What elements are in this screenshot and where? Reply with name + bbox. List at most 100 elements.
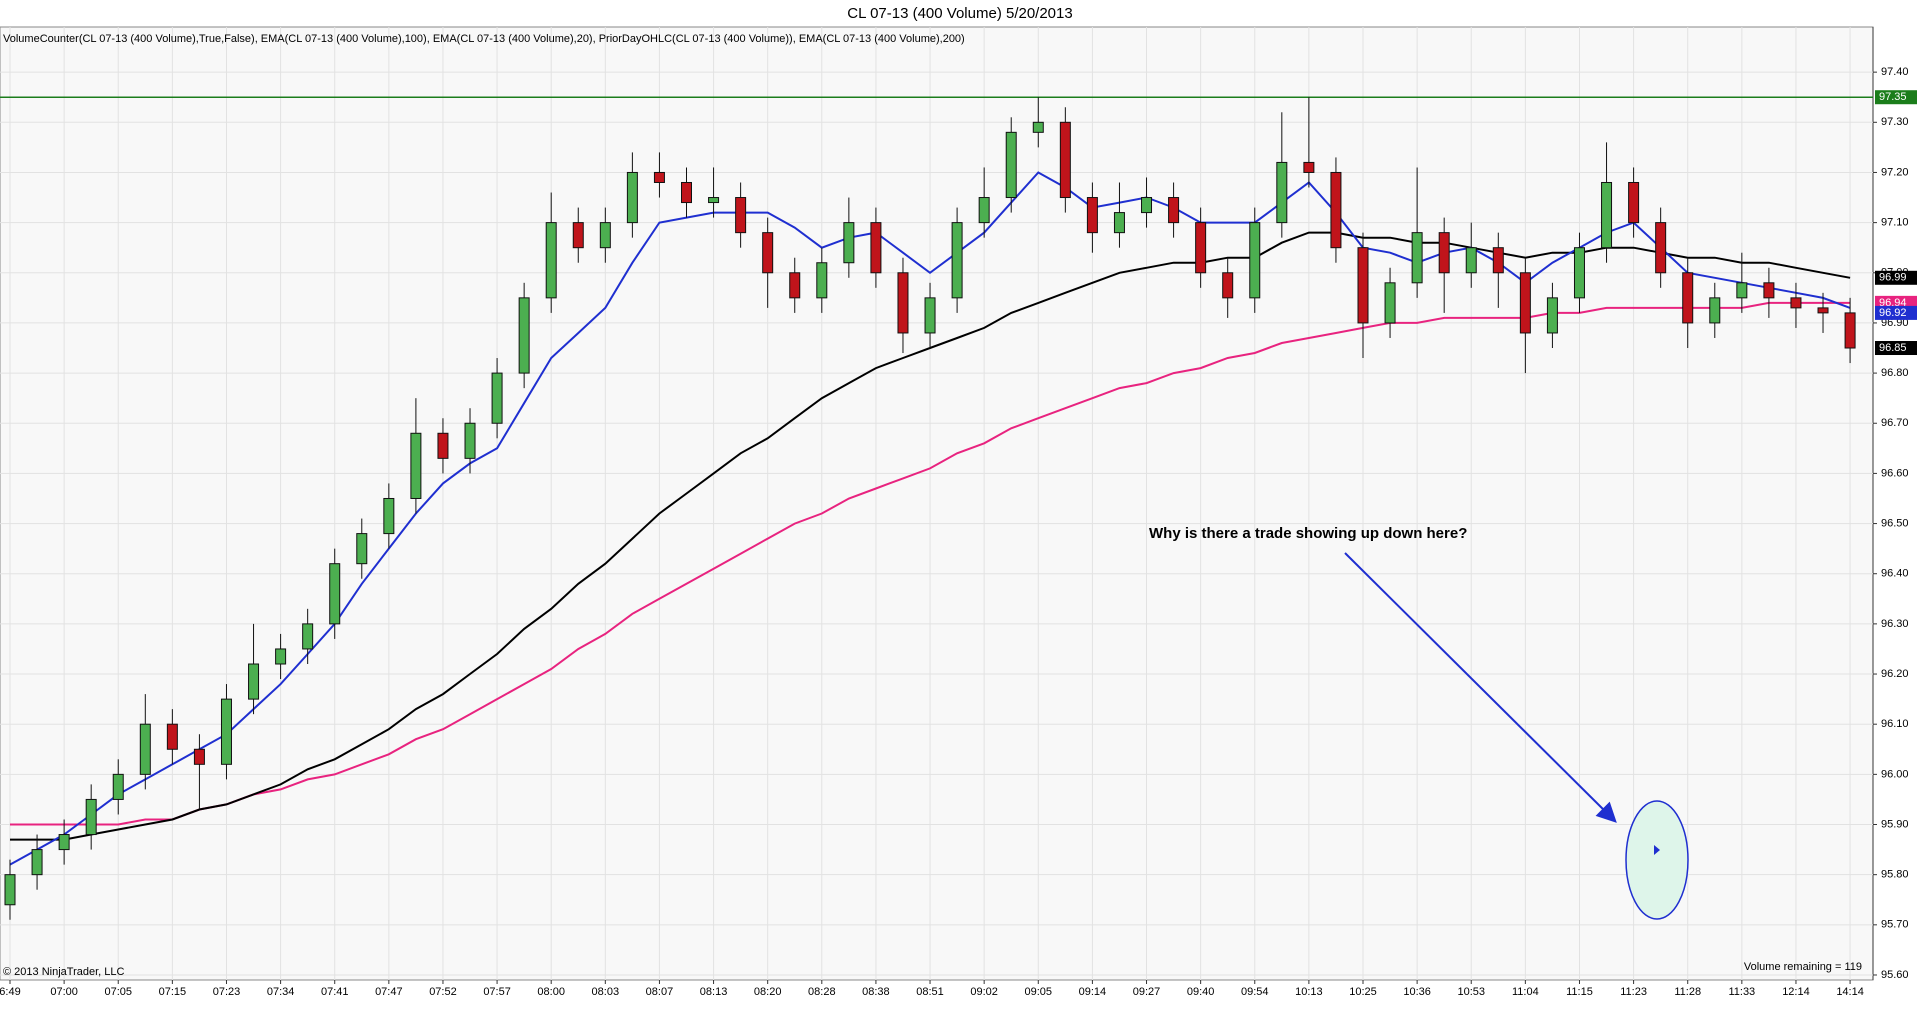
candle-body [1655,222,1667,274]
candle-body [1059,121,1071,199]
candle-body [383,497,395,535]
candle-body [816,262,828,299]
candle-body [1411,232,1423,284]
candle-body [1113,212,1125,234]
price-marker [1875,90,1917,105]
y-tick-label: 95.80 [1881,869,1909,881]
ema-line [9,171,1851,866]
candle-body [85,798,97,836]
x-tick-label: 07:23 [213,986,241,998]
price-marker [1875,341,1917,356]
price-marker [1875,305,1917,320]
x-tick-label: 07:41 [321,986,349,998]
candle-body [302,623,314,650]
price-marker-label: 96.99 [1879,272,1907,284]
y-tick-label: 95.70 [1881,919,1909,931]
candle-body [356,533,368,565]
y-tick-label: 96.40 [1881,568,1909,580]
price-marker [1875,270,1917,285]
grid [0,27,1873,980]
candle-body [1005,131,1017,199]
annotation: Why is there a trade showing up down her… [1149,525,1467,542]
x-tick-label: 11:33 [1728,986,1755,998]
candle-body [1357,247,1369,324]
candle-body [329,563,341,625]
candle-body [518,297,530,374]
candle-body [1628,181,1640,224]
candle-body [1601,181,1613,249]
x-tick-label: 09:40 [1187,986,1215,998]
candle-body [1330,171,1342,249]
x-tick-label: 09:14 [1079,986,1107,998]
y-tick-label: 97.30 [1881,116,1909,128]
candle-body [626,171,638,224]
x-tick-label: 10:25 [1349,986,1377,998]
candle-body [1384,282,1396,324]
y-tick-label: 96.80 [1881,367,1909,379]
candle-body [1844,312,1856,349]
x-tick-label: 07:52 [429,986,457,998]
x-tick-label: 09:02 [970,986,998,998]
candle-body [248,663,260,700]
ema-line [10,301,1851,826]
candle-body [1573,247,1585,299]
x-tick-label: 09:05 [1025,986,1053,998]
x-tick-label: 08:20 [754,986,782,998]
chart-title: CL 07-13 (400 Volume) 5/20/2013 [847,5,1072,22]
x-tick-label: 11:04 [1512,986,1539,998]
price-marker-label: 96.94 [1879,297,1907,309]
candle-body [139,723,151,775]
candle-body [897,272,909,334]
candle-body [735,197,747,234]
indicator-label: VolumeCounter(CL 07-13 (400 Volume),True… [3,33,965,45]
candle-body [1790,297,1802,309]
candle-body [762,232,774,274]
y-tick-label: 96.70 [1881,417,1909,429]
candle-body [4,874,16,906]
trade-marker [1654,845,1660,855]
price-marker-label: 97.35 [1879,91,1907,103]
candle-body [1492,247,1504,274]
y-tick-label: 96.60 [1881,467,1909,479]
x-tick-label: 07:34 [267,986,295,998]
y-tick-label: 96.20 [1881,668,1909,680]
candle-body [789,272,801,299]
y-tick-label: 96.50 [1881,517,1909,529]
candle-body [220,698,232,765]
x-tick-label: 10:36 [1403,986,1431,998]
candle-body [978,197,990,224]
x-tick-label: 6:49 [0,986,21,998]
candle-body [1032,121,1044,133]
x-tick-label: 12:14 [1782,986,1810,998]
candle-body [653,171,665,183]
candle-body [1168,197,1180,224]
candle-body [464,422,476,459]
candle-body [1141,197,1153,214]
x-tick-label: 10:53 [1457,986,1485,998]
y-tick-label: 96.00 [1881,768,1909,780]
candle-body [1682,272,1694,324]
candle-body [1519,272,1531,334]
candle-body [1546,297,1558,334]
y-tick-label: 96.30 [1881,618,1909,630]
price-marker-label: 96.85 [1879,342,1907,354]
candle-body [951,222,963,299]
x-tick-label: 14:14 [1836,986,1864,998]
x-tick-label: 10:13 [1295,986,1323,998]
candle-body [437,432,449,459]
x-tick-label: 09:54 [1241,986,1269,998]
candle-body [599,222,611,249]
candle-body [410,432,422,499]
y-tick-label: 97.10 [1881,217,1909,229]
candle-body [1303,161,1315,173]
candle-body [193,748,205,765]
x-tick-label: 08:38 [862,986,890,998]
x-tick-label: 08:07 [646,986,674,998]
status-text: Volume remaining = 119 [1744,961,1862,973]
x-tick-label: 08:03 [592,986,620,998]
candle-body [1438,232,1450,274]
x-tick-label: 07:47 [375,986,403,998]
x-tick-label: 08:13 [700,986,728,998]
